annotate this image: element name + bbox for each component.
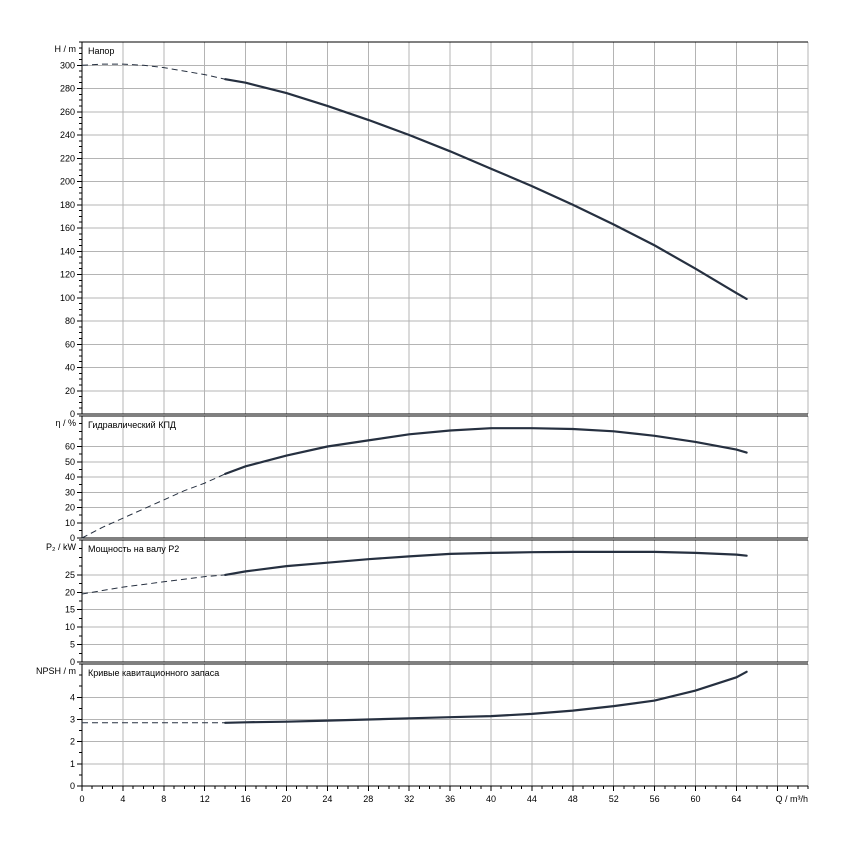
y-tick-label: 0 — [70, 657, 75, 667]
y-tick-label: 280 — [60, 84, 75, 94]
curve-solid-segment — [224, 670, 748, 724]
y-tick-label: 0 — [70, 781, 75, 791]
x-tick-label: 12 — [200, 794, 210, 804]
x-tick-label: 16 — [241, 794, 251, 804]
x-tick-label: 40 — [486, 794, 496, 804]
y-tick-label: 0 — [70, 533, 75, 543]
curve-dashed-segment — [81, 63, 226, 80]
y-tick-label: 10 — [65, 622, 75, 632]
curve-solid-segment — [224, 427, 748, 475]
x-tick-label: 48 — [568, 794, 578, 804]
x-tick-label: 56 — [650, 794, 660, 804]
y-axis-label: η / % — [55, 418, 76, 428]
y-tick-label: 10 — [65, 518, 75, 528]
panel-1: 0 10 20 30 40 50 60 η / % Гидравлический КПД — [55, 415, 809, 543]
y-tick-label: 260 — [60, 107, 75, 117]
y-tick-label: 25 — [65, 570, 75, 580]
y-tick-label: 40 — [65, 363, 75, 373]
y-tick-label: 15 — [65, 605, 75, 615]
y-axis-label: H / m — [55, 44, 77, 54]
x-tick-label: 36 — [445, 794, 455, 804]
y-tick-label: 20 — [65, 503, 75, 513]
x-tick-label: 20 — [281, 794, 291, 804]
y-tick-label: 50 — [65, 457, 75, 467]
x-tick-label: 60 — [691, 794, 701, 804]
y-tick-label: 1 — [70, 759, 75, 769]
y-tick-label: 140 — [60, 246, 75, 256]
y-tick-label: 5 — [70, 640, 75, 650]
x-tick-label: 0 — [79, 794, 84, 804]
panel-title: Напор — [88, 46, 114, 56]
y-tick-label: 80 — [65, 316, 75, 326]
x-tick-label: 4 — [120, 794, 125, 804]
y-axis-label: NPSH / m — [36, 666, 76, 676]
y-tick-label: 120 — [60, 270, 75, 280]
curve-dashed-segment — [81, 574, 226, 595]
panel-3: 0 1 2 3 4 NPSH / m Кривые кавитационного запас… — [36, 663, 809, 791]
y-tick-label: 60 — [65, 339, 75, 349]
y-tick-label: 40 — [65, 472, 75, 482]
y-tick-label: 2 — [70, 737, 75, 747]
panel-title: Гидравлический КПД — [88, 420, 176, 430]
x-tick-label: 64 — [731, 794, 741, 804]
x-axis-group: 0 4 8 12 16 20 24 28 32 36 40 44 48 52 56 60 64 Q / m³/h — [79, 785, 809, 804]
y-tick-label: 200 — [60, 177, 75, 187]
x-tick-label: 52 — [609, 794, 619, 804]
y-tick-label: 300 — [60, 60, 75, 70]
y-tick-label: 180 — [60, 200, 75, 210]
x-tick-label: 8 — [161, 794, 166, 804]
y-axis-label: P₂ / kW — [46, 542, 76, 552]
panel-0: 0 20 40 60 80 100 120 140 160 180 200 220 240 260 280 3… — [55, 41, 809, 419]
y-tick-label: 20 — [65, 386, 75, 396]
y-tick-label: 100 — [60, 293, 75, 303]
y-tick-label: 60 — [65, 442, 75, 452]
x-tick-label: 32 — [404, 794, 414, 804]
curve-solid-segment — [224, 78, 748, 300]
y-tick-label: 30 — [65, 487, 75, 497]
y-tick-label: 0 — [70, 409, 75, 419]
y-tick-label: 20 — [65, 587, 75, 597]
y-tick-label: 4 — [70, 692, 75, 702]
y-tick-label: 220 — [60, 153, 75, 163]
curve-solid-segment — [224, 550, 748, 576]
y-tick-label: 3 — [70, 714, 75, 724]
panel-title: Мощность на валу P2 — [88, 544, 179, 554]
x-tick-label: 44 — [527, 794, 537, 804]
panel-title: Кривые кавитационного запаса — [88, 668, 219, 678]
x-tick-label: 28 — [363, 794, 373, 804]
x-axis-label: Q / m³/h — [775, 794, 808, 804]
y-tick-label: 160 — [60, 223, 75, 233]
curve-dashed-segment — [81, 473, 226, 539]
y-tick-label: 240 — [60, 130, 75, 140]
x-tick-label: 24 — [322, 794, 332, 804]
panel-2: 0 5 10 15 20 25 P₂ / kW Мощность на валу P2 — [46, 539, 809, 667]
